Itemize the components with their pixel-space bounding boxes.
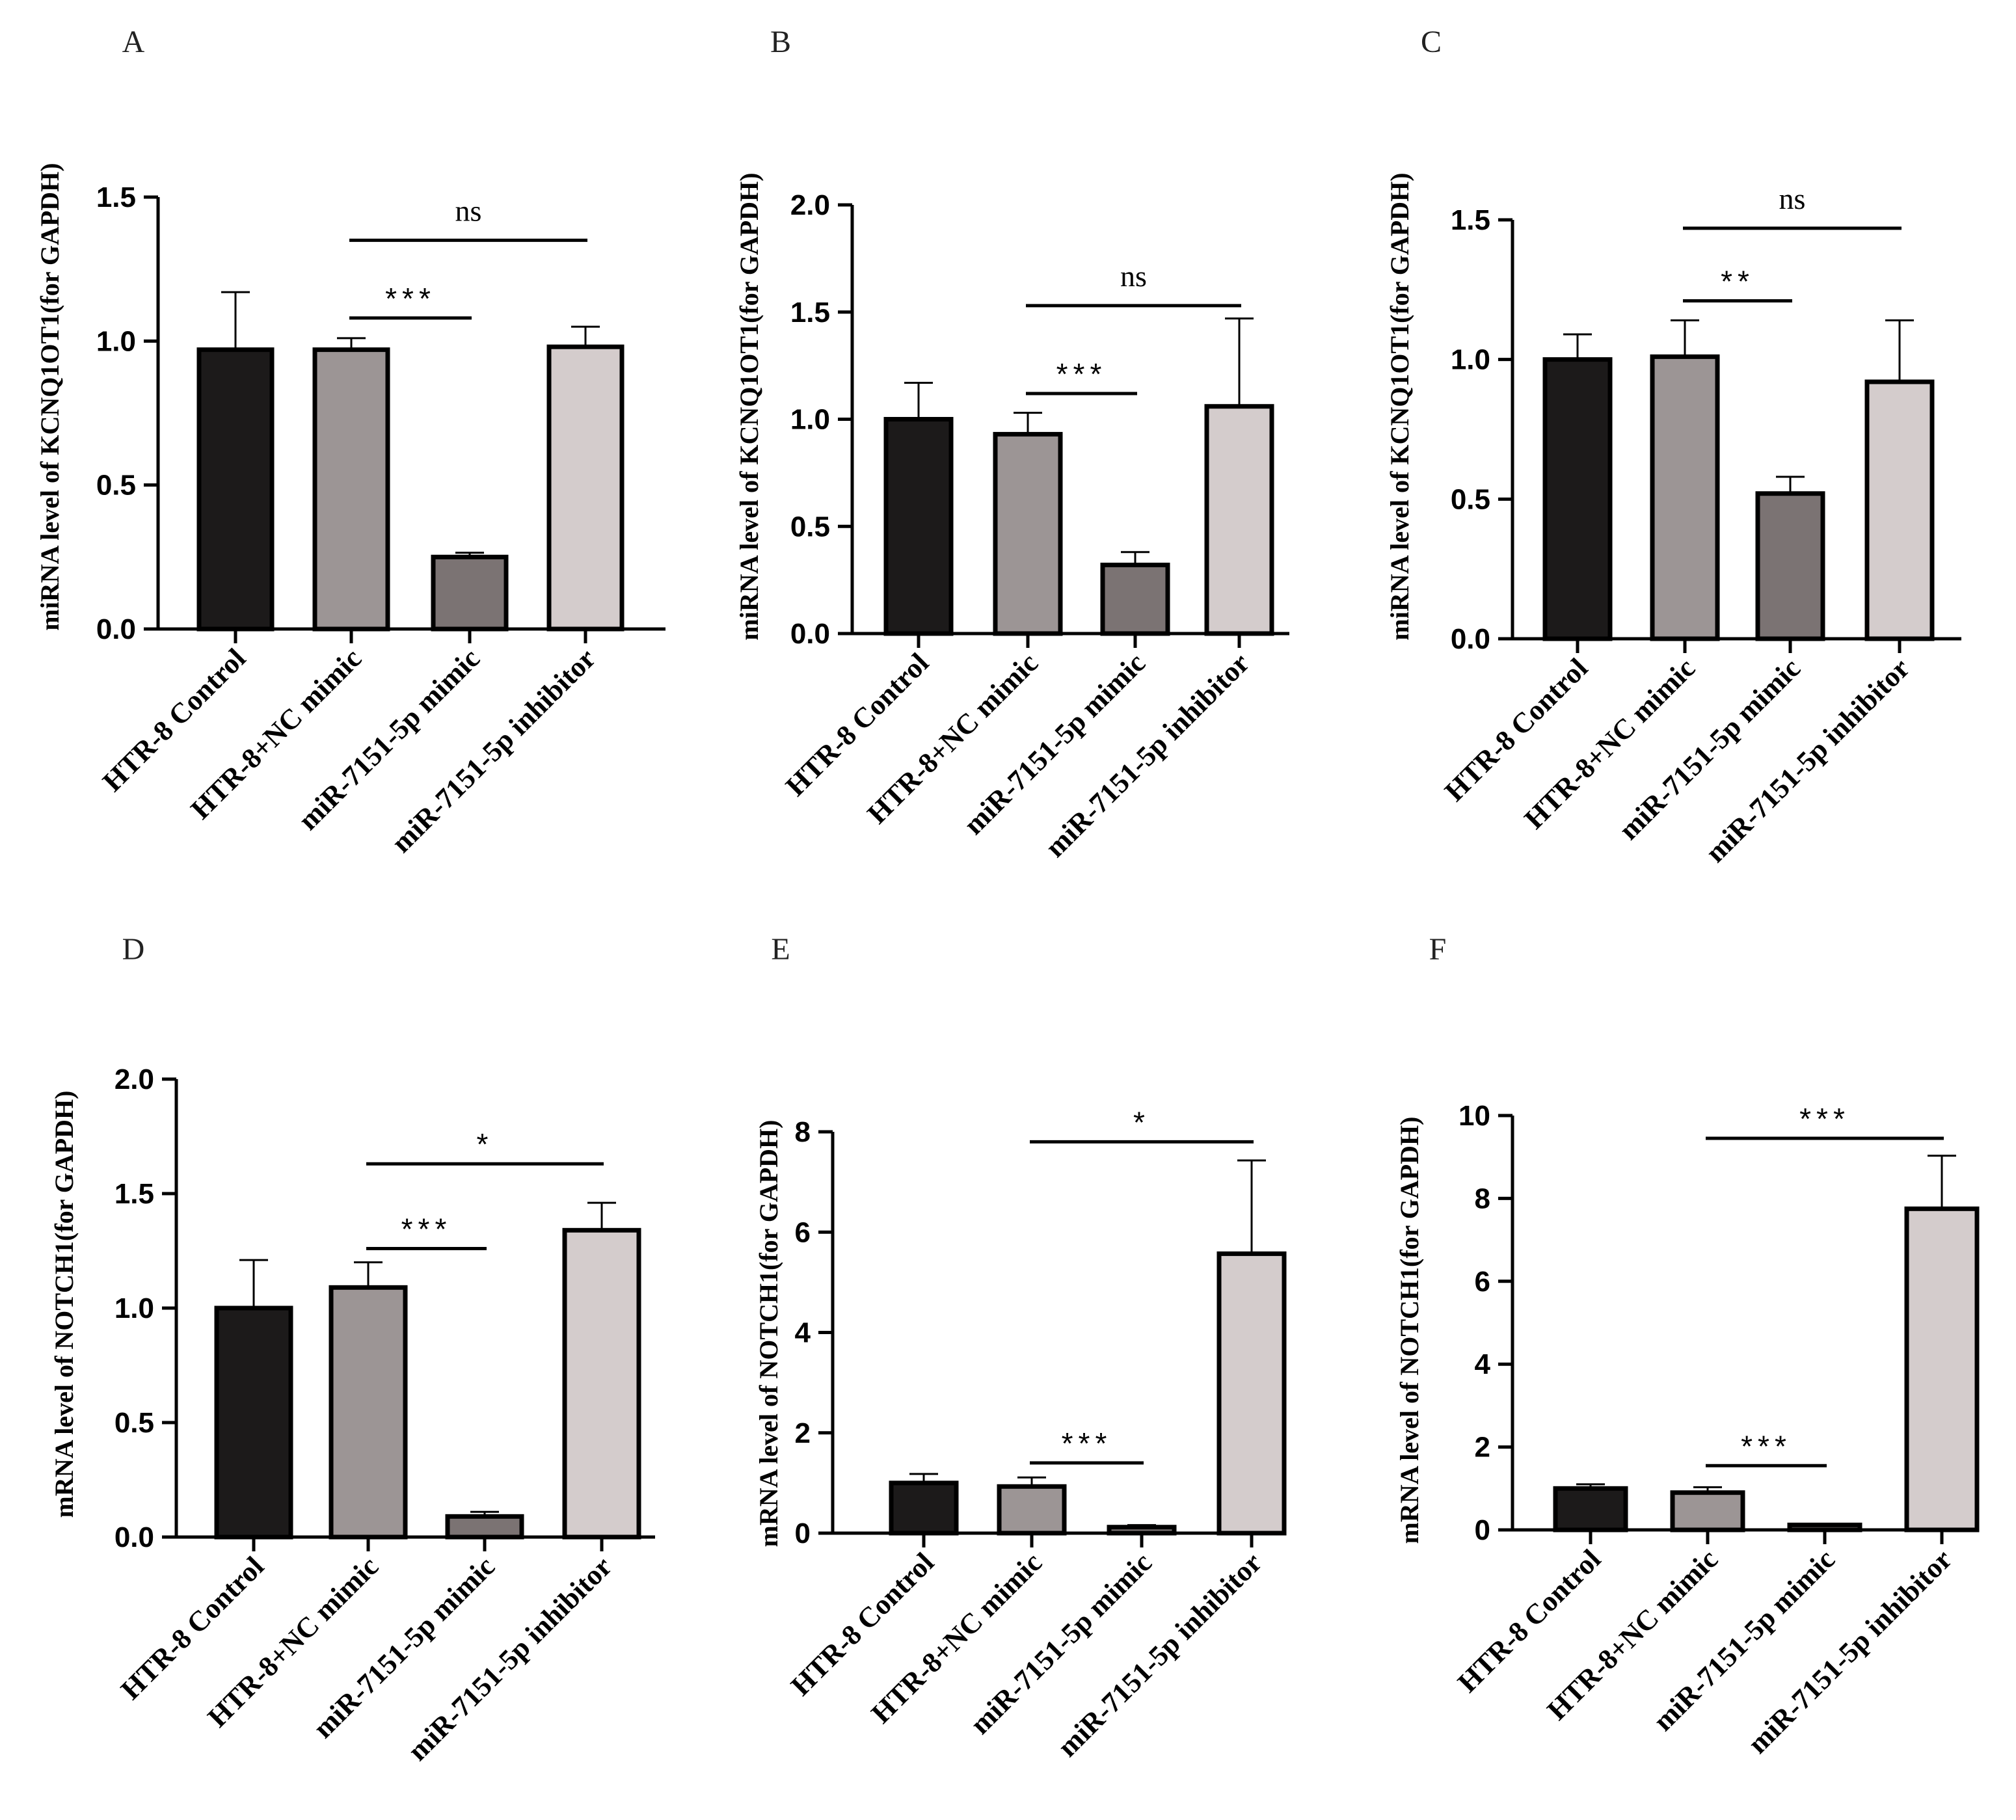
category-label: miR-7151-5p inhibitor (1051, 1546, 1268, 1763)
y-tick-label: 2.0 (790, 189, 830, 221)
panel-letter: C (1421, 25, 1442, 59)
bar (196, 347, 275, 632)
bar (445, 1514, 524, 1540)
y-tick-label: 0.0 (96, 613, 136, 645)
category-label: miR-7151-5p inhibitor (1039, 647, 1256, 863)
bar (1755, 491, 1825, 641)
significance-label: * (477, 1127, 494, 1161)
y-tick-label: 1.5 (96, 181, 136, 213)
y-tick-label: 4 (1475, 1348, 1491, 1380)
bar (993, 432, 1063, 636)
y-tick-label: 2 (1475, 1432, 1490, 1464)
bar (214, 1305, 293, 1540)
panel-letter: D (122, 932, 145, 967)
y-tick-label: 0.5 (1451, 483, 1490, 515)
y-axis-label: mRNA level of NOTCH1(for GAPDH) (1395, 1117, 1424, 1544)
y-tick-label: 0.0 (1451, 623, 1490, 655)
bar (1864, 379, 1935, 641)
y-tick-label: 1.0 (114, 1292, 154, 1324)
y-tick-label: 2.0 (114, 1064, 154, 1095)
category-label: miR-7151-5p inhibitor (385, 642, 602, 859)
bar (312, 347, 390, 632)
y-axis-label: miRNA level of KCNQ1OT1(for GAPDH) (734, 172, 764, 640)
category-label: miR-7151-5p inhibitor (1699, 652, 1916, 868)
y-tick-label: 2 (795, 1417, 811, 1449)
bar (1100, 563, 1170, 636)
bar (1204, 404, 1274, 636)
significance-label: ns (1779, 182, 1806, 215)
significance-label: *** (1062, 1426, 1112, 1460)
panel-letter: A (122, 25, 145, 59)
y-tick-label: 0.5 (96, 470, 136, 502)
bar (1670, 1490, 1745, 1532)
significance-label: ns (455, 194, 482, 227)
panel-letter: E (771, 932, 790, 967)
bar (1650, 354, 1720, 641)
significance-label: *** (401, 1212, 452, 1246)
y-tick-label: 1.5 (114, 1178, 154, 1210)
y-tick-label: 8 (795, 1116, 811, 1148)
category-label: miR-7151-5p mimic (964, 1546, 1158, 1740)
bar (883, 417, 954, 636)
y-tick-label: 4 (795, 1317, 811, 1349)
y-tick-label: 0.5 (114, 1407, 154, 1439)
y-tick-label: 10 (1458, 1100, 1490, 1132)
category-label: miR-7151-5p inhibitor (401, 1550, 618, 1767)
bar (1542, 357, 1613, 641)
y-tick-label: 1.5 (1451, 204, 1490, 236)
significance-label: ** (1721, 265, 1754, 299)
y-axis-label: mRNA level of NOTCH1(for GAPDH) (49, 1091, 79, 1518)
bar (562, 1227, 641, 1540)
bar (1553, 1486, 1628, 1532)
y-tick-label: 0 (795, 1518, 811, 1549)
panel-letter: F (1429, 932, 1447, 967)
y-tick-label: 1.0 (790, 404, 830, 436)
significance-label: * (1133, 1105, 1150, 1139)
bar (997, 1484, 1067, 1536)
significance-label: *** (1799, 1102, 1850, 1136)
y-tick-label: 1.0 (1451, 344, 1490, 376)
bar (431, 554, 509, 632)
y-tick-label: 6 (795, 1216, 811, 1248)
y-tick-label: 0.5 (790, 511, 830, 542)
y-axis-label: miRNA level of KCNQ1OT1(for GAPDH) (35, 163, 64, 630)
category-label: miR-7151-5p mimic (958, 647, 1151, 840)
bar (329, 1285, 408, 1540)
y-tick-label: 1.0 (96, 325, 136, 357)
bar (1216, 1251, 1287, 1536)
y-tick-label: 8 (1475, 1183, 1490, 1214)
significance-label: *** (1741, 1429, 1792, 1463)
category-label: miR-7151-5p mimic (1613, 652, 1807, 846)
y-tick-label: 0.0 (790, 618, 830, 650)
panel-letter: B (770, 25, 791, 59)
bar (1787, 1522, 1862, 1532)
y-tick-label: 1.5 (790, 297, 830, 328)
y-axis-label: miRNA level of KCNQ1OT1(for GAPDH) (1385, 172, 1414, 640)
significance-label: ns (1120, 260, 1147, 293)
bar (1904, 1206, 1980, 1532)
y-tick-label: 6 (1475, 1266, 1490, 1298)
bar (1107, 1525, 1177, 1536)
bar (546, 344, 625, 632)
y-tick-label: 0 (1475, 1514, 1490, 1546)
category-label: miR-7151-5p inhibitor (1741, 1543, 1958, 1760)
significance-label: *** (385, 282, 436, 315)
y-axis-label: mRNA level of NOTCH1(for GAPDH) (754, 1120, 783, 1547)
significance-label: *** (1056, 357, 1107, 391)
y-tick-label: 0.0 (114, 1521, 154, 1553)
bar (889, 1480, 959, 1536)
